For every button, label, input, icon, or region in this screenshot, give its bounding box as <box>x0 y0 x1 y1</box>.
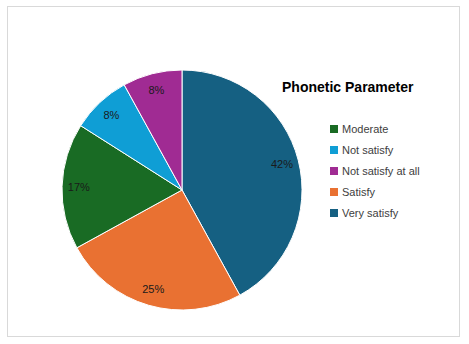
html-text:Very satisfy: Very satisfy <box>342 207 399 219</box>
svg-text:17%: 17% <box>68 181 90 193</box>
html-text:Not satisfy: Not satisfy <box>342 144 394 156</box>
html-text:Satisfy: Satisfy <box>342 186 375 198</box>
html-text:Phonetic Parameter: Phonetic Parameter <box>282 79 414 95</box>
svg-text:25%: 25% <box>142 283 164 295</box>
html-text:Moderate: Moderate <box>342 123 389 135</box>
html-text:Not satisfy at all: Not satisfy at all <box>342 165 420 177</box>
svg-text:8%: 8% <box>103 109 119 121</box>
svg-text:8%: 8% <box>148 84 164 96</box>
svg-text:42%: 42% <box>271 158 293 170</box>
